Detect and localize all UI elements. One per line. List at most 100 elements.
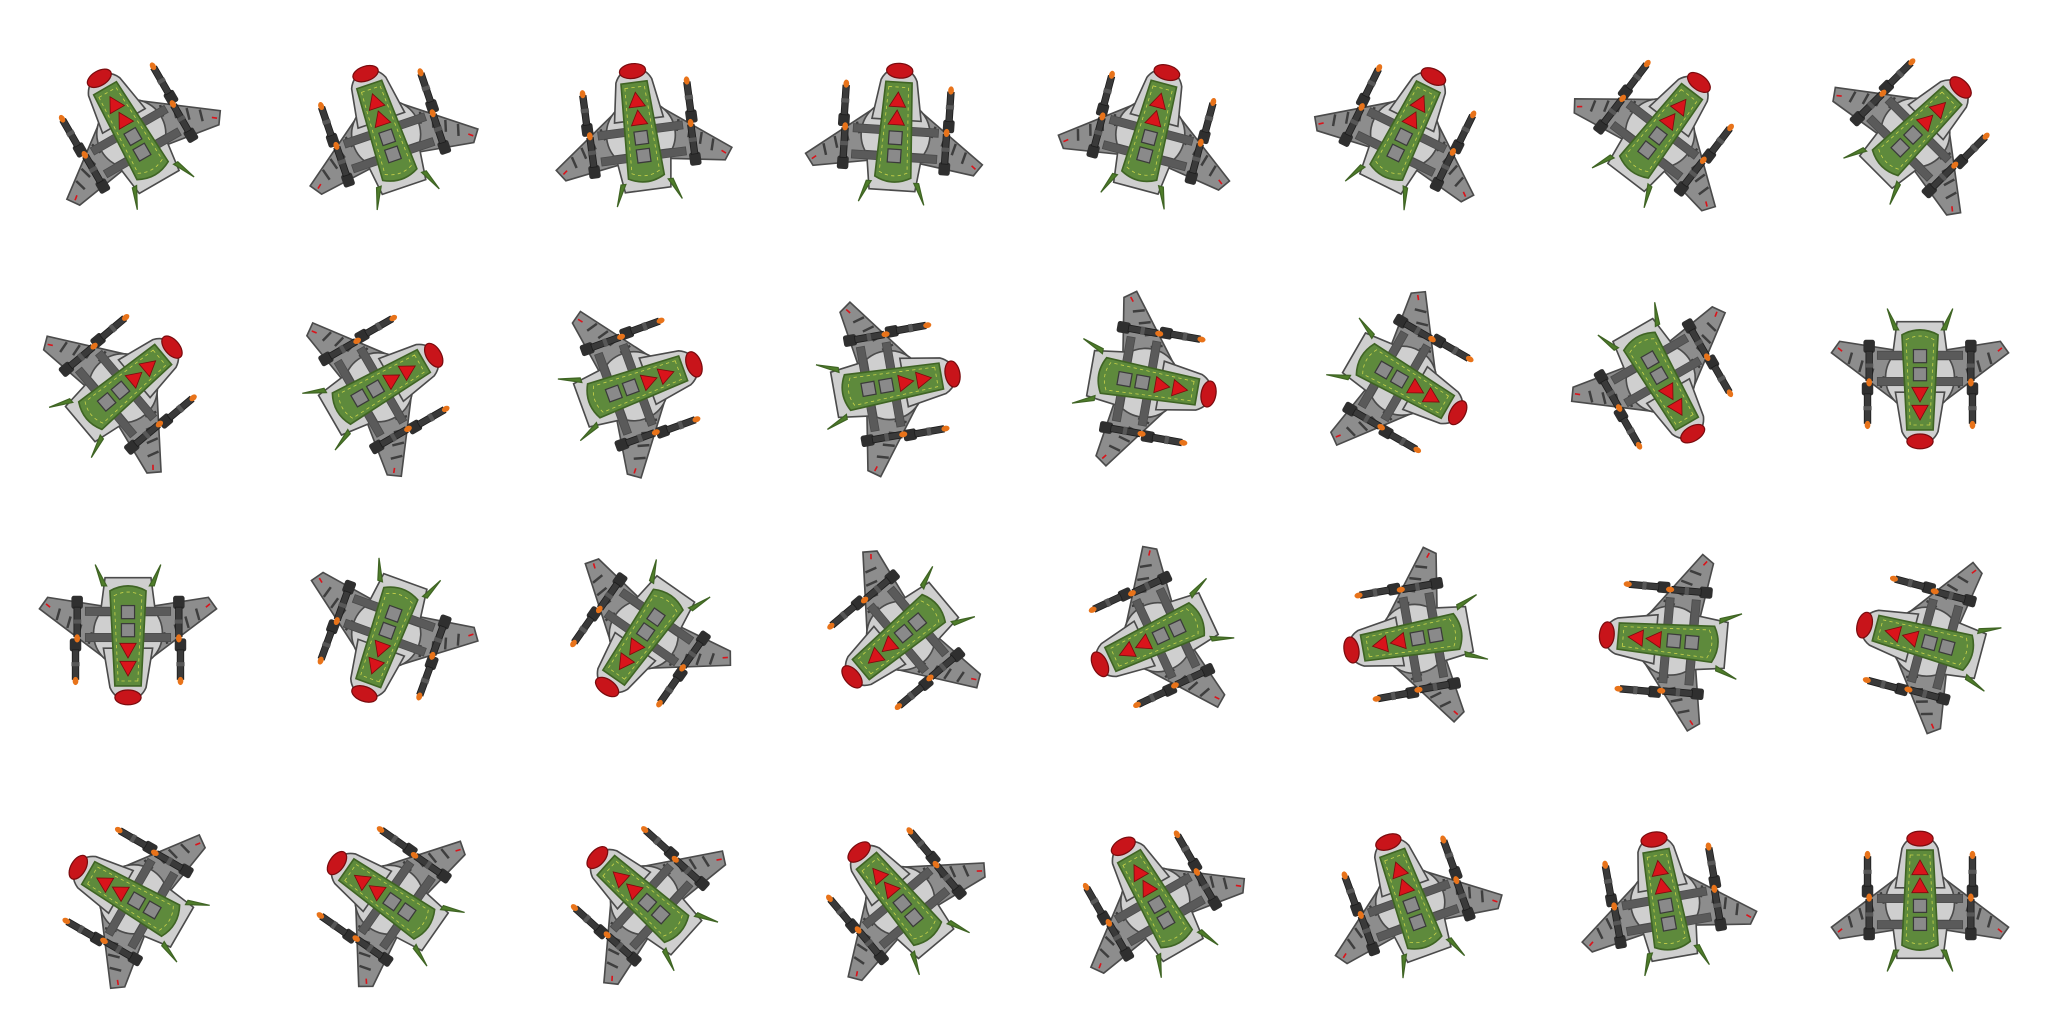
- tail-fin: [912, 182, 925, 206]
- tail-fin: [1209, 635, 1235, 642]
- ship-sprite: [804, 62, 984, 206]
- nose-cap: [1200, 380, 1217, 408]
- heading-arrow: [1915, 114, 1934, 133]
- gun-turret: [354, 314, 398, 344]
- heading-arrow: [109, 96, 126, 115]
- nose-cap: [1343, 636, 1360, 664]
- tail-fin: [148, 564, 162, 587]
- heading-arrow: [897, 374, 915, 393]
- tail-fin: [1344, 164, 1367, 182]
- gun-turret: [1095, 70, 1116, 117]
- gun-turret: [837, 79, 850, 127]
- ship-sprite-frame: [1536, 768, 1792, 1024]
- gun-turret: [1657, 687, 1704, 701]
- ship-sprite: [58, 62, 222, 210]
- gun-turret: [687, 118, 702, 166]
- ship-sprite: [570, 826, 727, 986]
- ship-sprite: [1581, 831, 1758, 977]
- nose-cap: [944, 360, 961, 388]
- heading-arrow: [915, 371, 933, 390]
- ship-sprite-frame: [1024, 256, 1280, 512]
- tail-fin: [1358, 317, 1376, 340]
- tail-fin: [827, 413, 848, 430]
- heading-arrow: [118, 111, 135, 130]
- gun-turret: [157, 394, 197, 429]
- gun-turret: [1450, 110, 1477, 155]
- ship-sprite: [570, 558, 732, 708]
- heading-arrow: [119, 642, 137, 659]
- tail-fin: [1401, 953, 1408, 979]
- tail-fin: [1155, 952, 1162, 978]
- heading-arrow: [629, 637, 646, 656]
- tail-fin: [94, 564, 108, 587]
- ship-sprite: [309, 64, 479, 211]
- heading-arrow: [1142, 879, 1159, 898]
- gun-turret: [1098, 421, 1146, 438]
- gun-turret: [173, 595, 185, 643]
- ship-sprite: [1830, 308, 2010, 450]
- gun-turret: [1863, 339, 1875, 387]
- heading-arrow: [119, 660, 137, 677]
- ship-sprite: [1057, 64, 1231, 210]
- heading-arrow: [618, 652, 636, 671]
- ship-sprite: [1570, 302, 1734, 450]
- tail-fin: [421, 579, 442, 599]
- gun-turret: [1889, 575, 1937, 595]
- tail-fin: [1456, 594, 1477, 611]
- nose-cap: [1686, 71, 1711, 93]
- ship-sprite-frame: [512, 0, 768, 256]
- gun-turret: [71, 595, 83, 643]
- nose-cap: [1375, 833, 1402, 851]
- gun-turret: [1681, 318, 1711, 361]
- heading-arrow: [1901, 630, 1920, 648]
- nose-cap: [847, 841, 871, 863]
- nose-cap: [586, 846, 609, 870]
- ship-sprite-frame: [1280, 768, 1536, 1024]
- tail-fin: [1976, 627, 2002, 635]
- tail-fin: [1964, 673, 1985, 692]
- ship-sprite: [1573, 59, 1734, 212]
- gun-turret: [81, 151, 111, 194]
- gun-turret: [1429, 148, 1457, 192]
- tail-fin: [1643, 182, 1653, 209]
- ship-sprite: [826, 827, 986, 982]
- gun-turret: [1378, 424, 1422, 454]
- tail-fin: [1597, 334, 1620, 352]
- gun-turret: [1338, 103, 1365, 147]
- heading-arrow: [1398, 878, 1416, 897]
- gun-turret: [1593, 94, 1627, 135]
- gun-turret: [570, 606, 602, 648]
- ship-sprite: [1830, 830, 2010, 972]
- tail-fin: [687, 596, 711, 612]
- gun-turret: [1861, 850, 1874, 898]
- gun-turret: [1952, 132, 1990, 170]
- heading-arrow: [397, 365, 416, 382]
- tail-fin: [1886, 308, 1900, 331]
- tail-fin: [1693, 944, 1710, 965]
- heading-arrow: [628, 91, 647, 109]
- gun-turret: [1593, 369, 1623, 412]
- tail-fin: [1189, 577, 1208, 599]
- nose-cap: [1680, 423, 1706, 444]
- gun-turret: [416, 655, 439, 701]
- heading-arrow: [888, 91, 907, 108]
- gun-turret: [641, 826, 680, 862]
- gun-turret: [1705, 842, 1722, 890]
- nose-cap: [86, 68, 112, 89]
- gun-turret: [1105, 919, 1135, 962]
- gun-turret: [586, 132, 601, 179]
- heading-arrow: [881, 635, 900, 653]
- gun-turret: [1173, 830, 1203, 874]
- gun-turret: [1849, 89, 1887, 127]
- ship-sprite: [1082, 830, 1246, 978]
- ship-sprite-frame: [1792, 0, 2048, 256]
- heading-arrow: [1657, 382, 1674, 401]
- tail-fin: [131, 184, 138, 210]
- gun-turret: [1430, 333, 1474, 363]
- heading-arrow: [1406, 377, 1425, 394]
- gun-turret: [124, 420, 164, 455]
- tail-fin: [160, 940, 178, 963]
- ship-sprite: [310, 557, 479, 703]
- gun-turret: [926, 647, 966, 682]
- heading-arrow: [630, 109, 649, 127]
